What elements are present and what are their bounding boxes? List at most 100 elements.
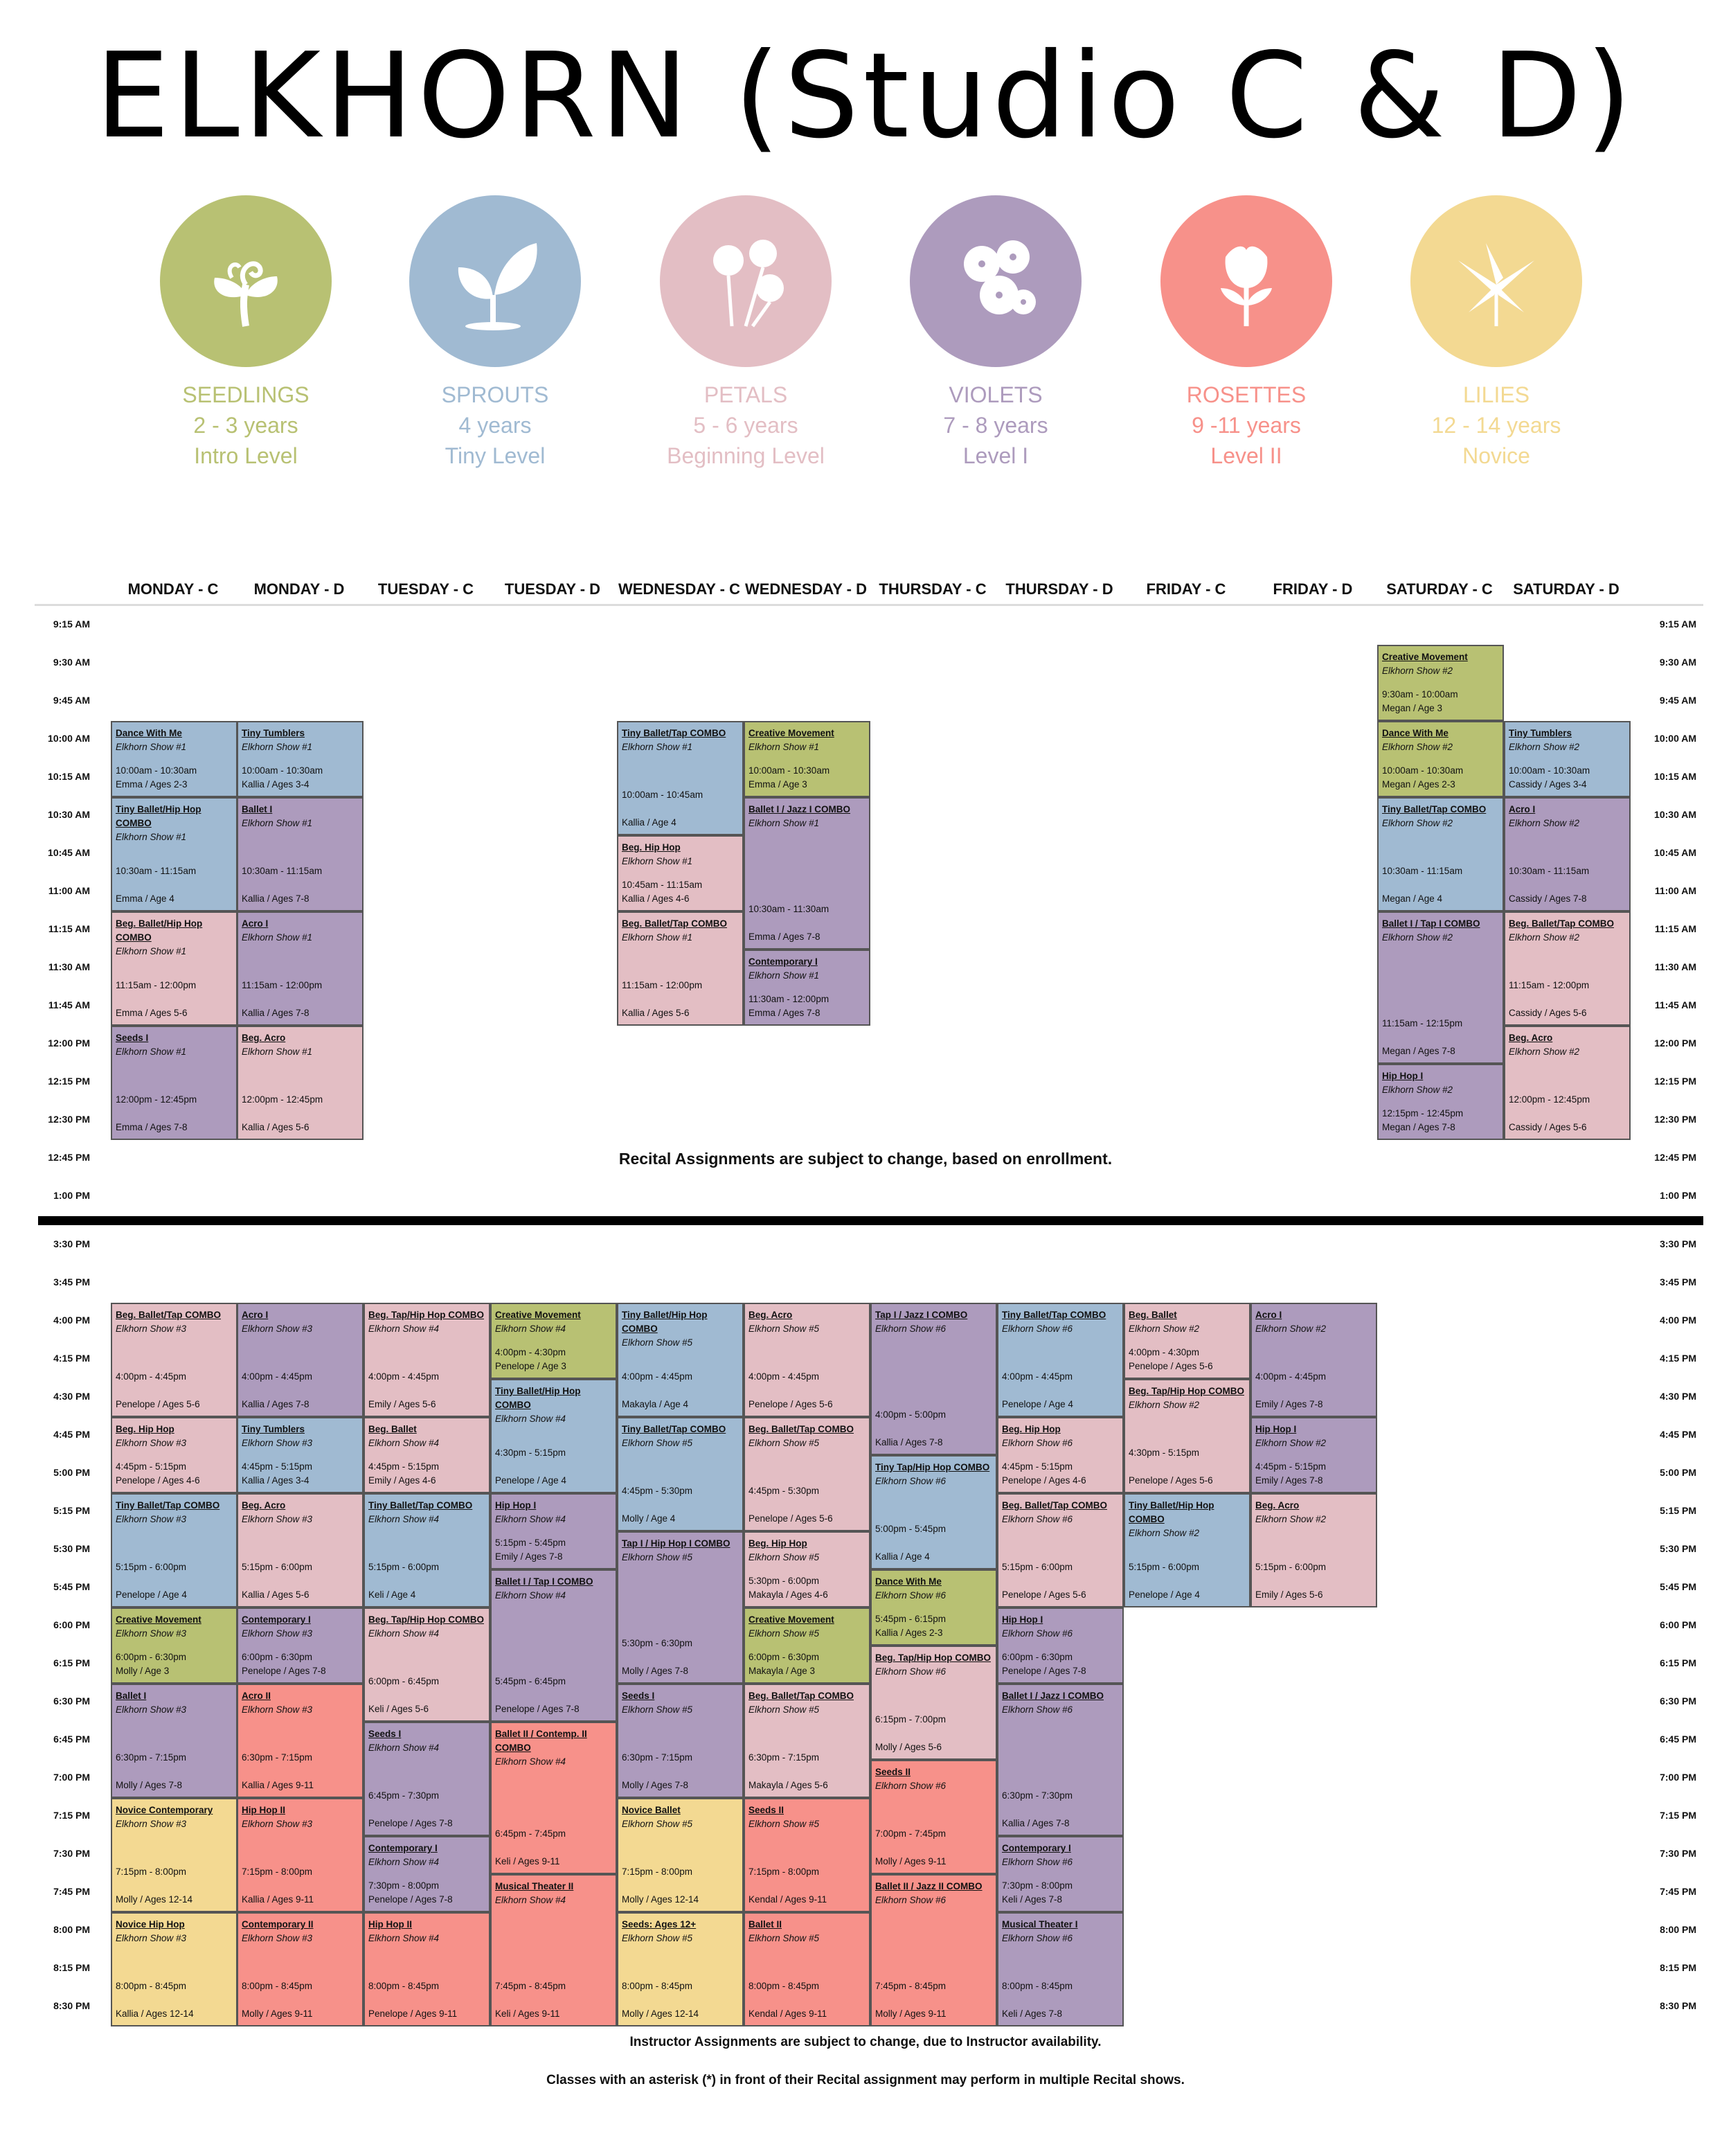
class-block[interactable]: Hip Hop I Elkhorn Show #6 6:00pm - 6:30pm P…: [997, 1607, 1124, 1684]
day-header: FRIDAY - D: [1273, 580, 1353, 598]
class-block[interactable]: Acro I Elkhorn Show #2 10:30am - 11:15am Ca…: [1504, 797, 1631, 911]
class-block[interactable]: Musical Theater II Elkhorn Show #4 7:45pm …: [490, 1874, 617, 2026]
class-block[interactable]: Tiny Ballet/Tap COMBO Elkhorn Show #2 10:3…: [1377, 797, 1504, 911]
class-block[interactable]: Beg. Ballet/Tap COMBO Elkhorn Show #3 4:00…: [111, 1303, 237, 1417]
class-name: Beg. Tap/Hip Hop COMBO: [368, 1614, 484, 1625]
instructor-age: Kallia / Ages 5-6: [242, 1122, 310, 1132]
class-block[interactable]: Tiny Ballet/Hip Hop COMBO Elkhorn Show #5…: [617, 1303, 744, 1417]
class-block[interactable]: Creative Movement Elkhorn Show #4 4:00pm -…: [490, 1303, 617, 1379]
class-block[interactable]: Tiny Ballet/Hip Hop COMBO Elkhorn Show #2…: [1124, 1493, 1250, 1607]
class-block[interactable]: Beg. Acro Elkhorn Show #3 5:15pm - 6:00pm K…: [237, 1493, 364, 1607]
instructor-age: Kallia / Ages 7-8: [242, 1008, 310, 1018]
class-block[interactable]: Tiny Tumblers Elkhorn Show #2 10:00am - 10…: [1504, 721, 1631, 797]
class-block[interactable]: Tiny Tumblers Elkhorn Show #3 4:45pm - 5:1…: [237, 1417, 364, 1493]
time-label: 12:15 PM: [48, 1076, 90, 1087]
class-block[interactable]: Tiny Ballet/Tap COMBO Elkhorn Show #4 5:15…: [364, 1493, 490, 1607]
class-block[interactable]: Seeds II Elkhorn Show #5 7:15pm - 8:00pm Ke…: [744, 1798, 870, 1912]
class-block[interactable]: Beg. Tap/Hip Hop COMBO Elkhorn Show #6 6:1…: [870, 1646, 997, 1760]
class-block[interactable]: Beg. Tap/Hip Hop COMBO Elkhorn Show #4 4:0…: [364, 1303, 490, 1417]
class-block[interactable]: Acro II Elkhorn Show #3 6:30pm - 7:15pm Kal…: [237, 1684, 364, 1798]
class-name: Creative Movement: [748, 728, 834, 738]
class-block[interactable]: Ballet I / Tap I COMBO Elkhorn Show #2 11:…: [1377, 911, 1504, 1064]
class-block[interactable]: Beg. Hip Hop Elkhorn Show #5 5:30pm - 6:00…: [744, 1531, 870, 1607]
class-block[interactable]: Beg. Tap/Hip Hop COMBO Elkhorn Show #2 4:3…: [1124, 1379, 1250, 1493]
class-block[interactable]: Contemporary I Elkhorn Show #1 11:30am - 1…: [744, 950, 870, 1026]
time-label: 11:15 AM: [1654, 923, 1696, 934]
class-block[interactable]: Beg. Ballet/Tap COMBO Elkhorn Show #5 6:30…: [744, 1684, 870, 1798]
class-block[interactable]: Contemporary II Elkhorn Show #3 8:00pm - 8…: [237, 1912, 364, 2026]
class-block[interactable]: Seeds II Elkhorn Show #6 7:00pm - 7:45pm Mo…: [870, 1760, 997, 1874]
class-block[interactable]: Dance With Me Elkhorn Show #1 10:00am - 10…: [111, 721, 237, 797]
day-header: FRIDAY - C: [1146, 580, 1226, 598]
class-block[interactable]: Ballet II / Jazz II COMBO Elkhorn Show #6…: [870, 1874, 997, 2026]
class-block[interactable]: Beg. Hip Hop Elkhorn Show #1 10:45am - 11:…: [617, 835, 744, 911]
class-block[interactable]: Seeds I Elkhorn Show #4 6:45pm - 7:30pm Pen…: [364, 1722, 490, 1836]
class-block[interactable]: Beg. Ballet/Tap COMBO Elkhorn Show #5 4:45…: [744, 1417, 870, 1531]
class-block[interactable]: Hip Hop I Elkhorn Show #4 5:15pm - 5:45pm E…: [490, 1493, 617, 1569]
class-block[interactable]: Beg. Ballet/Tap COMBO Elkhorn Show #2 11:1…: [1504, 911, 1631, 1026]
class-block[interactable]: Acro I Elkhorn Show #2 4:00pm - 4:45pm Emil…: [1250, 1303, 1377, 1417]
class-block[interactable]: Ballet I / Jazz I COMBO Elkhorn Show #6 6:…: [997, 1684, 1124, 1836]
class-block[interactable]: Tiny Ballet/Tap COMBO Elkhorn Show #3 5:15…: [111, 1493, 237, 1607]
class-block[interactable]: Beg. Ballet/Tap COMBO Elkhorn Show #1 11:1…: [617, 911, 744, 1026]
class-block[interactable]: Tiny Ballet/Hip Hop COMBO Elkhorn Show #1…: [111, 797, 237, 911]
class-block[interactable]: Hip Hop II Elkhorn Show #3 7:15pm - 8:00pm…: [237, 1798, 364, 1912]
class-block[interactable]: Seeds I Elkhorn Show #1 12:00pm - 12:45pm E…: [111, 1026, 237, 1140]
class-block[interactable]: Hip Hop II Elkhorn Show #4 8:00pm - 8:45pm…: [364, 1912, 490, 2026]
level-sprouts: SPROUTS 4 years Tiny Level: [405, 195, 585, 471]
class-block[interactable]: Dance With Me Elkhorn Show #2 10:00am - 10…: [1377, 721, 1504, 797]
class-block[interactable]: Ballet II Elkhorn Show #5 8:00pm - 8:45pm K…: [744, 1912, 870, 2026]
class-block[interactable]: Tiny Ballet/Tap COMBO Elkhorn Show #5 4:45…: [617, 1417, 744, 1531]
class-block[interactable]: Ballet I Elkhorn Show #3 6:30pm - 7:15pm Mo…: [111, 1684, 237, 1798]
class-block[interactable]: Beg. Hip Hop Elkhorn Show #3 4:45pm - 5:15…: [111, 1417, 237, 1493]
class-block[interactable]: Novice Contemporary Elkhorn Show #3 7:15pm…: [111, 1798, 237, 1912]
class-block[interactable]: Beg. Ballet/Tap COMBO Elkhorn Show #6 5:15…: [997, 1493, 1124, 1607]
recital-show: Elkhorn Show #6: [875, 1781, 947, 1791]
class-block[interactable]: Beg. Tap/Hip Hop COMBO Elkhorn Show #4 6:0…: [364, 1607, 490, 1722]
class-block[interactable]: Dance With Me Elkhorn Show #6 5:45pm - 6:1…: [870, 1569, 997, 1646]
class-block[interactable]: Novice Hip Hop Elkhorn Show #3 8:00pm - 8:…: [111, 1912, 237, 2026]
class-block[interactable]: Acro I Elkhorn Show #1 11:15am - 12:00pm Ka…: [237, 911, 364, 1026]
class-block[interactable]: Ballet II / Contemp. II COMBO Elkhorn Sho…: [490, 1722, 617, 1874]
class-block[interactable]: Tiny Tumblers Elkhorn Show #1 10:00am - 10…: [237, 721, 364, 797]
class-block[interactable]: Beg. Acro Elkhorn Show #2 5:15pm - 6:00pm E…: [1250, 1493, 1377, 1607]
class-name: Tiny Ballet/Hip Hop COMBO: [495, 1386, 581, 1410]
class-block[interactable]: Tiny Ballet/Hip Hop COMBO Elkhorn Show #4…: [490, 1379, 617, 1493]
class-block[interactable]: Beg. Ballet Elkhorn Show #4 4:45pm - 5:15p…: [364, 1417, 490, 1493]
leaf-sprout-icon: [458, 243, 537, 330]
class-block[interactable]: Tap I / Jazz I COMBO Elkhorn Show #6 4:00p…: [870, 1303, 997, 1455]
class-block[interactable]: Tiny Ballet/Tap COMBO Elkhorn Show #6 4:00…: [997, 1303, 1124, 1417]
class-block[interactable]: Beg. Hip Hop Elkhorn Show #6 4:45pm - 5:15…: [997, 1417, 1124, 1493]
class-block[interactable]: Ballet I / Jazz I COMBO Elkhorn Show #1 10…: [744, 797, 870, 950]
level-petals: PETALS 5 - 6 years Beginning Level: [656, 195, 836, 471]
class-block[interactable]: Contemporary I Elkhorn Show #4 7:30pm - 8:…: [364, 1836, 490, 1912]
class-block[interactable]: Musical Theater I Elkhorn Show #6 8:00pm -…: [997, 1912, 1124, 2026]
class-block[interactable]: Beg. Ballet Elkhorn Show #2 4:00pm - 4:30p…: [1124, 1303, 1250, 1379]
class-block[interactable]: Creative Movement Elkhorn Show #5 6:00pm -…: [744, 1607, 870, 1684]
class-block[interactable]: Beg. Acro Elkhorn Show #1 12:00pm - 12:45p…: [237, 1026, 364, 1140]
class-block[interactable]: Novice Ballet Elkhorn Show #5 7:15pm - 8:0…: [617, 1798, 744, 1912]
instructor-age: Emily / Ages 7-8: [1255, 1475, 1323, 1486]
class-block[interactable]: Hip Hop I Elkhorn Show #2 4:45pm - 5:15pm E…: [1250, 1417, 1377, 1493]
class-block[interactable]: Ballet I / Tap I COMBO Elkhorn Show #4 5:4…: [490, 1569, 617, 1722]
class-block[interactable]: Contemporary I Elkhorn Show #6 7:30pm - 8:…: [997, 1836, 1124, 1912]
class-block[interactable]: Seeds: Ages 12+ Elkhorn Show #5 8:00pm - 8…: [617, 1912, 744, 2026]
class-block[interactable]: Creative Movement Elkhorn Show #3 6:00pm -…: [111, 1607, 237, 1684]
class-block[interactable]: Tap I / Hip Hop I COMBO Elkhorn Show #5 5:…: [617, 1531, 744, 1684]
class-block[interactable]: Acro I Elkhorn Show #3 4:00pm - 4:45pm Kall…: [237, 1303, 364, 1417]
class-block[interactable]: Creative Movement Elkhorn Show #2 9:30am -…: [1377, 645, 1504, 721]
class-block[interactable]: Tiny Ballet/Tap COMBO Elkhorn Show #1 10:0…: [617, 721, 744, 835]
recital-show: Elkhorn Show #1: [116, 742, 187, 752]
recital-show: Elkhorn Show #1: [622, 742, 693, 752]
class-block[interactable]: Contemporary I Elkhorn Show #3 6:00pm - 6:…: [237, 1607, 364, 1684]
class-block[interactable]: Beg. Acro Elkhorn Show #2 12:00pm - 12:45p…: [1504, 1026, 1631, 1140]
class-time: 10:30am - 11:15am: [1509, 866, 1590, 876]
class-block[interactable]: Beg. Ballet/Hip Hop COMBO Elkhorn Show #1…: [111, 911, 237, 1026]
class-block[interactable]: Beg. Acro Elkhorn Show #5 4:00pm - 4:45pm P…: [744, 1303, 870, 1417]
class-block[interactable]: Tiny Tap/Hip Hop COMBO Elkhorn Show #6 5:0…: [870, 1455, 997, 1569]
class-block[interactable]: Seeds I Elkhorn Show #5 6:30pm - 7:15pm Mol…: [617, 1684, 744, 1798]
class-block[interactable]: Hip Hop I Elkhorn Show #2 12:15pm - 12:45p…: [1377, 1064, 1504, 1140]
day-header: SATURDAY - C: [1386, 580, 1493, 598]
class-block[interactable]: Ballet I Elkhorn Show #1 10:30am - 11:15am…: [237, 797, 364, 911]
class-block[interactable]: Creative Movement Elkhorn Show #1 10:00am …: [744, 721, 870, 797]
